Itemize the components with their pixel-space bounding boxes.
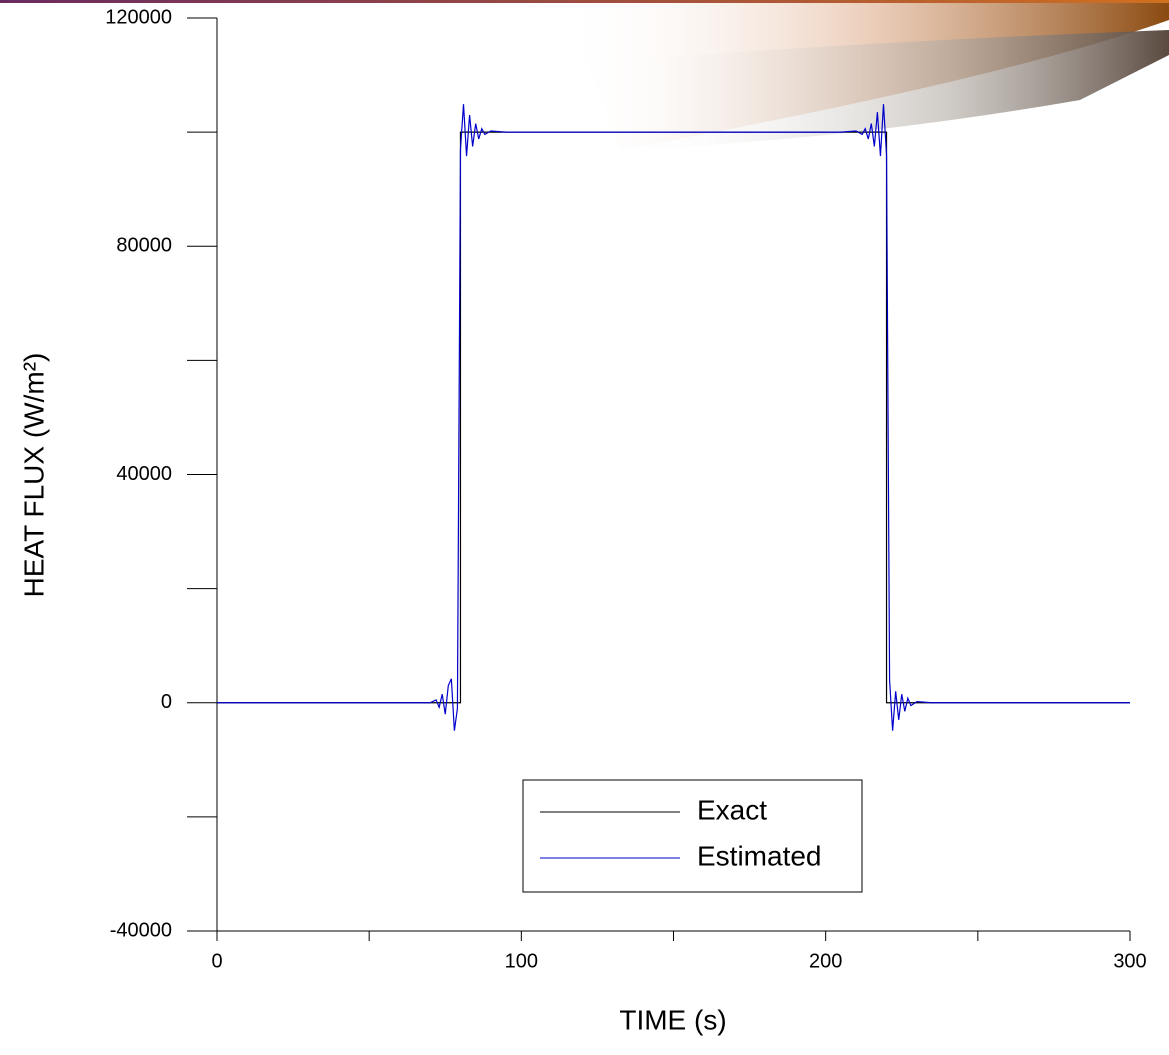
legend-label: Exact: [697, 794, 767, 825]
x-tick-label: 0: [211, 950, 222, 972]
series-line: [217, 104, 1130, 731]
x-tick-label: 300: [1113, 950, 1146, 972]
y-tick-label: 120000: [105, 6, 172, 28]
series-line: [217, 131, 1130, 704]
y-tick-label: 80000: [116, 235, 172, 257]
y-tick-label: 0: [161, 691, 172, 713]
y-tick-label: -40000: [110, 919, 172, 941]
x-tick-label: 100: [505, 950, 538, 972]
decor-swoosh: [620, 30, 1169, 150]
x-tick-label: 200: [809, 950, 842, 972]
legend-box: [522, 779, 863, 893]
legend-label: Estimated: [697, 840, 822, 871]
x-axis-label: TIME (s): [619, 1004, 726, 1035]
y-axis-label: HEAT FLUX (W/m²): [18, 353, 49, 598]
top-bar: [0, 0, 1169, 3]
y-tick-label: 40000: [116, 463, 172, 485]
